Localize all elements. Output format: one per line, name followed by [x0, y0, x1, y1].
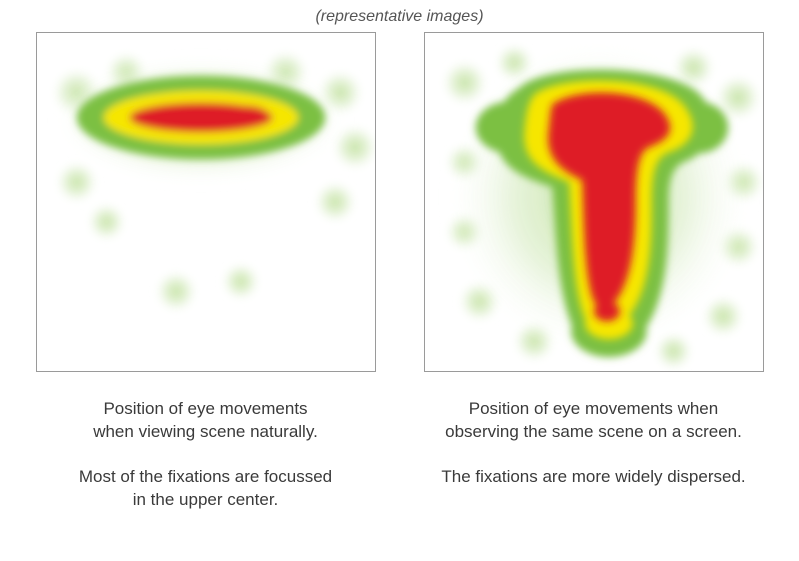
caption-line: Most of the fixations are focussed: [79, 467, 332, 486]
caption-screen-2: The fixations are more widely dispersed.: [441, 466, 745, 489]
caption-screen-1: Position of eye movements when observing…: [445, 398, 742, 444]
caption-natural-2: Most of the fixations are focussed in th…: [79, 466, 332, 512]
panel-screen: Position of eye movements when observing…: [424, 32, 764, 512]
heatmap-frame-screen: [424, 32, 764, 372]
heatmap-natural: [37, 33, 375, 371]
caption-line: Position of eye movements when: [469, 399, 718, 418]
caption-line: Position of eye movements: [103, 399, 307, 418]
caption-line: in the upper center.: [133, 490, 279, 509]
header-note: (representative images): [0, 0, 799, 32]
heatmap-frame-natural: [36, 32, 376, 372]
panels-row: Position of eye movements when viewing s…: [0, 32, 799, 512]
caption-line: when viewing scene naturally.: [93, 422, 318, 441]
heatmap-screen: [425, 33, 763, 371]
panel-natural: Position of eye movements when viewing s…: [36, 32, 376, 512]
caption-natural-1: Position of eye movements when viewing s…: [93, 398, 318, 444]
caption-line: observing the same scene on a screen.: [445, 422, 742, 441]
caption-line: The fixations are more widely dispersed.: [441, 467, 745, 486]
